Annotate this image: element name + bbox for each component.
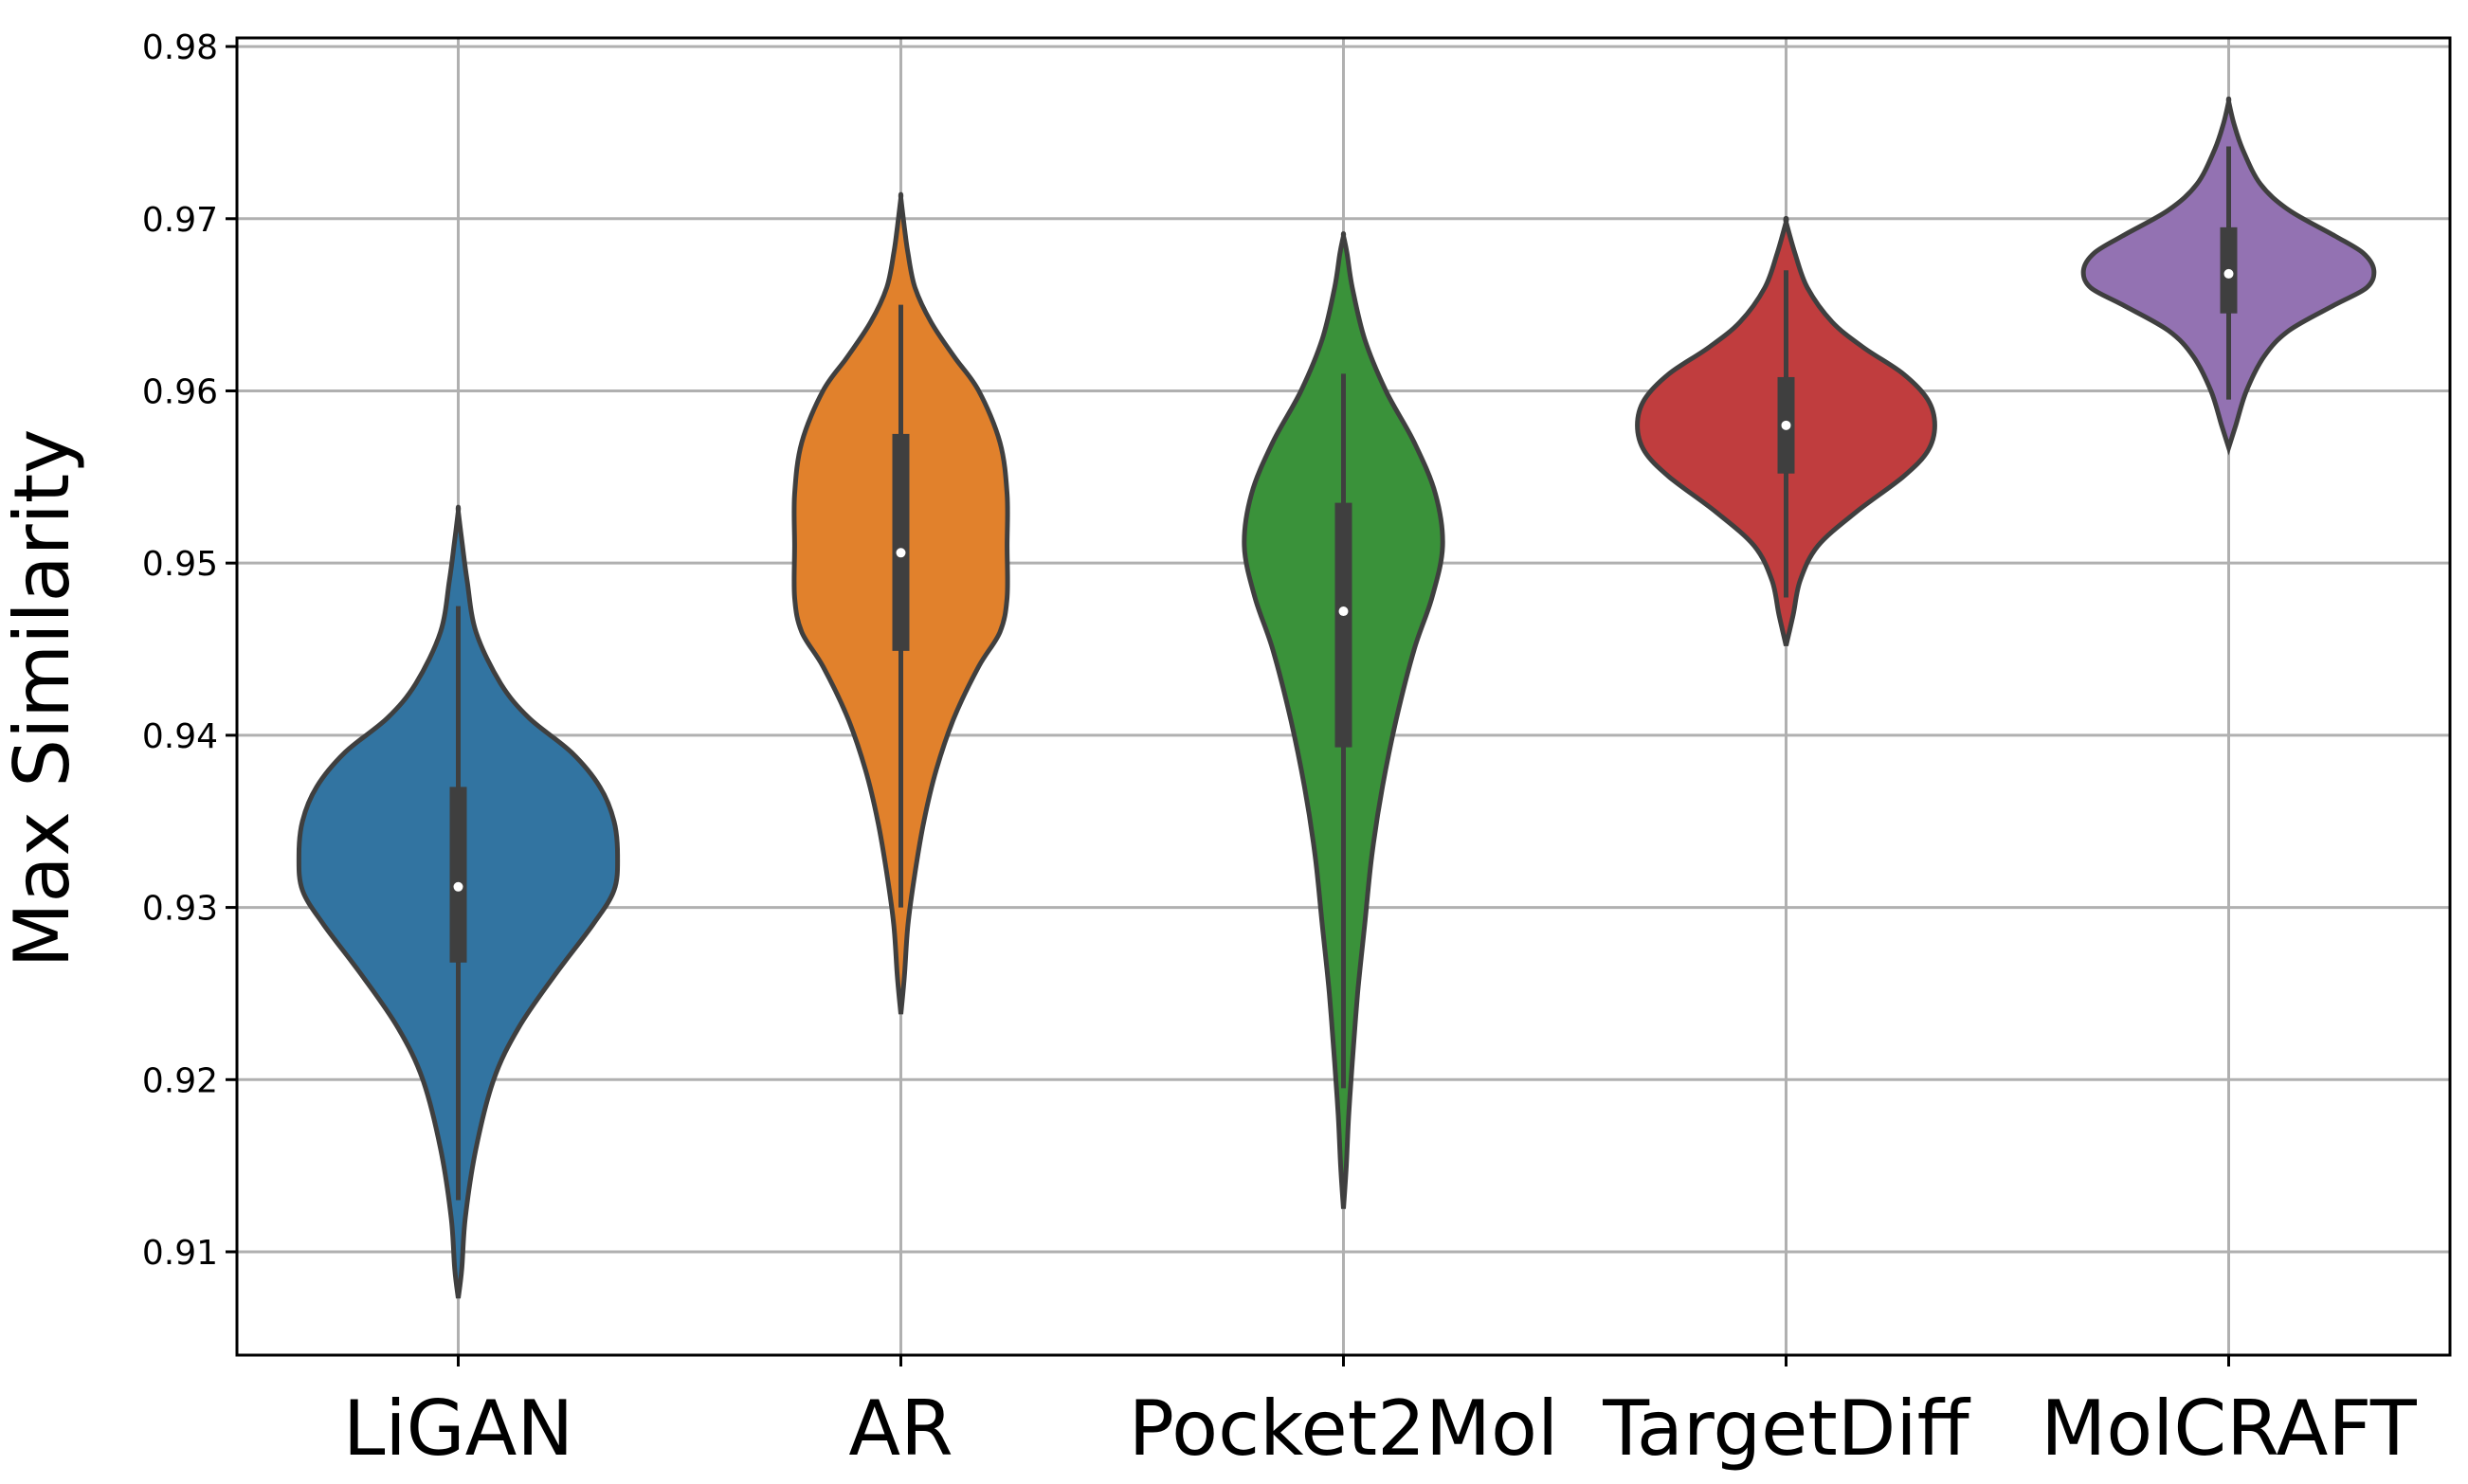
violins <box>296 96 2377 1299</box>
violin-ligan <box>296 504 621 1299</box>
x-tick-label: LiGAN <box>343 1384 573 1473</box>
x-tick-label: TargetDiff <box>1602 1384 1970 1473</box>
violin-median-point <box>453 881 463 892</box>
violin-molcraft <box>2080 96 2377 456</box>
y-tick-label: 0.94 <box>142 717 218 756</box>
plot-frame <box>235 36 2452 1357</box>
y-tick-label: 0.91 <box>142 1234 218 1273</box>
violin-iqr-box <box>449 787 467 963</box>
violin-median-point <box>1338 606 1349 617</box>
x-tick-label: AR <box>848 1384 953 1473</box>
x-tick-label: MolCRAFT <box>2041 1384 2418 1473</box>
y-tick-label: 0.96 <box>142 372 218 411</box>
y-tick-label: 0.95 <box>142 545 218 584</box>
y-tick-label: 0.98 <box>142 28 218 67</box>
violin-median-point <box>896 548 906 558</box>
y-tick-label: 0.92 <box>142 1061 218 1100</box>
y-tick-label: 0.93 <box>142 890 218 929</box>
violin-iqr-box <box>892 433 910 651</box>
x-tick-label: Pocket2Mol <box>1129 1384 1558 1473</box>
y-axis-label: Max Similarity <box>0 428 86 968</box>
violin-ar <box>791 191 1010 1015</box>
violin-pocket2mol <box>1242 231 1445 1209</box>
axis-ticks: 0.91 0.92 0.93 0.94 0.95 0.96 0.97 0.98 LiGAN AR P… <box>142 28 2418 1473</box>
violin-targetdiff <box>1635 215 1937 646</box>
violin-median-point <box>2223 268 2234 279</box>
violin-median-point <box>1781 420 1791 430</box>
violin-iqr-box <box>1334 502 1352 748</box>
y-tick-label: 0.97 <box>142 201 218 240</box>
